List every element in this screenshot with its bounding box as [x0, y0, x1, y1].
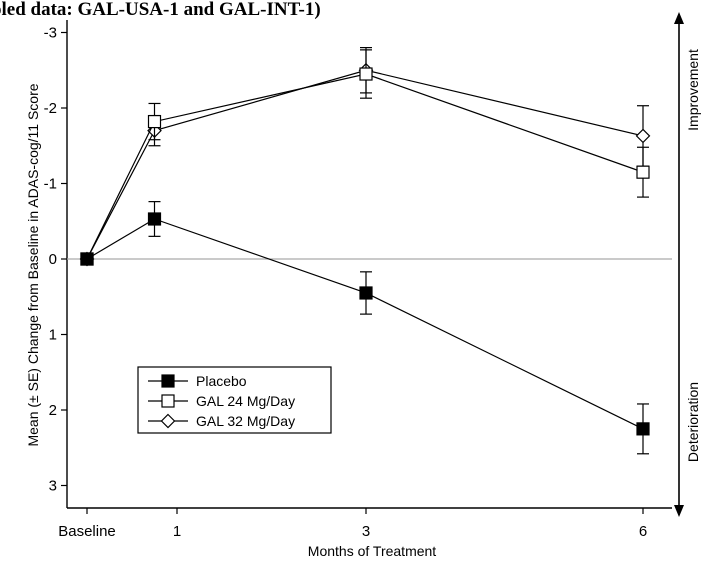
deterioration-label: Deterioration — [685, 382, 701, 462]
series-gal-24-mg-day — [80, 49, 650, 266]
x-axis-label: Months of Treatment — [308, 543, 437, 559]
series-placebo — [80, 201, 650, 455]
legend-label: GAL 32 Mg/Day — [196, 413, 295, 429]
series-line — [86, 69, 644, 260]
chart-title: oled data: GAL-USA-1 and GAL-INT-1) — [0, 0, 321, 20]
y-tick-label: -3 — [44, 25, 57, 42]
data-point — [147, 212, 162, 226]
y-tick-label: 1 — [49, 327, 57, 344]
series-line — [86, 218, 644, 430]
data-point — [359, 67, 373, 81]
x-tick-label: Baseline — [58, 523, 116, 540]
legend-label: GAL 24 Mg/Day — [196, 393, 295, 409]
y-tick-label: 2 — [49, 402, 57, 419]
legend-label: Placebo — [196, 373, 247, 389]
data-point — [359, 286, 373, 300]
x-tick-label: 3 — [362, 523, 370, 540]
series-line — [86, 73, 644, 260]
legend-marker — [161, 374, 175, 388]
x-tick-label: 6 — [639, 523, 647, 540]
legend-marker — [161, 394, 175, 408]
y-tick-label: 3 — [49, 478, 57, 495]
x-ticks: Baseline 1 3 6 — [58, 508, 647, 540]
direction-arrow — [674, 12, 684, 517]
improvement-label: Improvement — [685, 49, 701, 131]
data-point — [147, 114, 162, 129]
x-tick-label: 1 — [173, 523, 181, 540]
y-tick-label: -1 — [44, 176, 57, 193]
data-point — [636, 422, 650, 436]
data-point — [80, 252, 94, 266]
y-tick-label: 0 — [49, 251, 57, 268]
y-ticks: -3 -2 -1 0 1 2 3 — [44, 25, 67, 495]
series-layer — [79, 46, 651, 455]
y-axis-label: Mean (± SE) Change from Baseline in ADAS… — [25, 83, 41, 446]
legend-marker — [160, 413, 176, 429]
down-arrow-icon — [674, 505, 684, 517]
y-tick-label: -2 — [44, 100, 57, 117]
data-point — [635, 128, 651, 144]
data-point — [636, 165, 650, 179]
up-arrow-icon — [674, 12, 684, 24]
legend: Placebo GAL 24 Mg/Day GAL 32 Mg/Day — [137, 366, 332, 434]
legend-items: Placebo GAL 24 Mg/Day GAL 32 Mg/Day — [148, 373, 295, 429]
